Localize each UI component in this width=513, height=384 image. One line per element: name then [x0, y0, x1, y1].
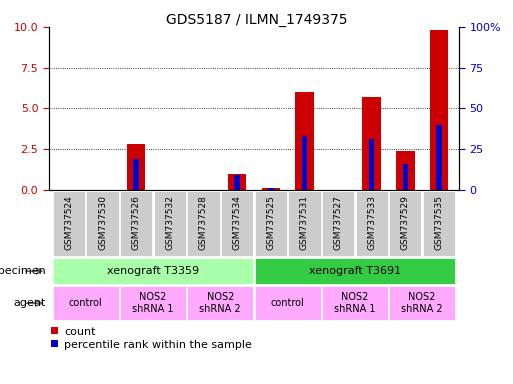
Text: xenograft T3359: xenograft T3359: [107, 266, 199, 276]
Bar: [288, 191, 321, 256]
Bar: [221, 191, 253, 256]
Bar: [369, 139, 374, 190]
Bar: [127, 144, 146, 190]
Bar: [295, 92, 313, 190]
Bar: [436, 125, 442, 190]
Bar: [120, 191, 152, 256]
Bar: [254, 286, 321, 320]
Text: NOS2
shRNA 1: NOS2 shRNA 1: [132, 292, 174, 314]
Bar: [234, 175, 240, 190]
Text: GSM737529: GSM737529: [401, 195, 410, 250]
Text: agent: agent: [14, 298, 46, 308]
Text: control: control: [69, 298, 103, 308]
Bar: [403, 164, 408, 190]
Text: specimen: specimen: [0, 266, 46, 276]
Bar: [389, 191, 422, 256]
Bar: [228, 174, 246, 190]
Bar: [254, 258, 455, 284]
Text: GSM737530: GSM737530: [98, 195, 107, 250]
Bar: [53, 191, 85, 256]
Bar: [396, 151, 415, 190]
Bar: [154, 191, 186, 256]
Text: GSM737525: GSM737525: [266, 195, 275, 250]
Text: GSM737534: GSM737534: [232, 195, 242, 250]
Bar: [322, 286, 388, 320]
Text: control: control: [271, 298, 304, 308]
Text: NOS2
shRNA 2: NOS2 shRNA 2: [401, 292, 443, 314]
Text: xenograft T3691: xenograft T3691: [309, 266, 401, 276]
Text: NOS2
shRNA 1: NOS2 shRNA 1: [334, 292, 376, 314]
Text: GSM737531: GSM737531: [300, 195, 309, 250]
Text: GDS5187 / ILMN_1749375: GDS5187 / ILMN_1749375: [166, 13, 347, 27]
Bar: [133, 159, 139, 190]
Bar: [53, 286, 119, 320]
Text: GSM737527: GSM737527: [333, 195, 343, 250]
Bar: [389, 286, 455, 320]
Bar: [356, 191, 388, 256]
Text: GSM737533: GSM737533: [367, 195, 376, 250]
Text: percentile rank within the sample: percentile rank within the sample: [64, 340, 252, 350]
Text: NOS2
shRNA 2: NOS2 shRNA 2: [200, 292, 241, 314]
Text: GSM737535: GSM737535: [435, 195, 443, 250]
Bar: [423, 191, 455, 256]
Bar: [254, 191, 287, 256]
Bar: [187, 191, 220, 256]
Bar: [362, 97, 381, 190]
Text: GSM737532: GSM737532: [165, 195, 174, 250]
Bar: [120, 286, 186, 320]
Text: GSM737524: GSM737524: [65, 195, 73, 250]
Bar: [262, 189, 280, 190]
Bar: [53, 258, 253, 284]
Bar: [302, 136, 307, 190]
Bar: [268, 189, 273, 190]
Text: GSM737526: GSM737526: [132, 195, 141, 250]
Bar: [430, 30, 448, 190]
Bar: [322, 191, 354, 256]
Bar: [86, 191, 119, 256]
Text: GSM737528: GSM737528: [199, 195, 208, 250]
Bar: [187, 286, 253, 320]
Text: count: count: [64, 327, 95, 337]
